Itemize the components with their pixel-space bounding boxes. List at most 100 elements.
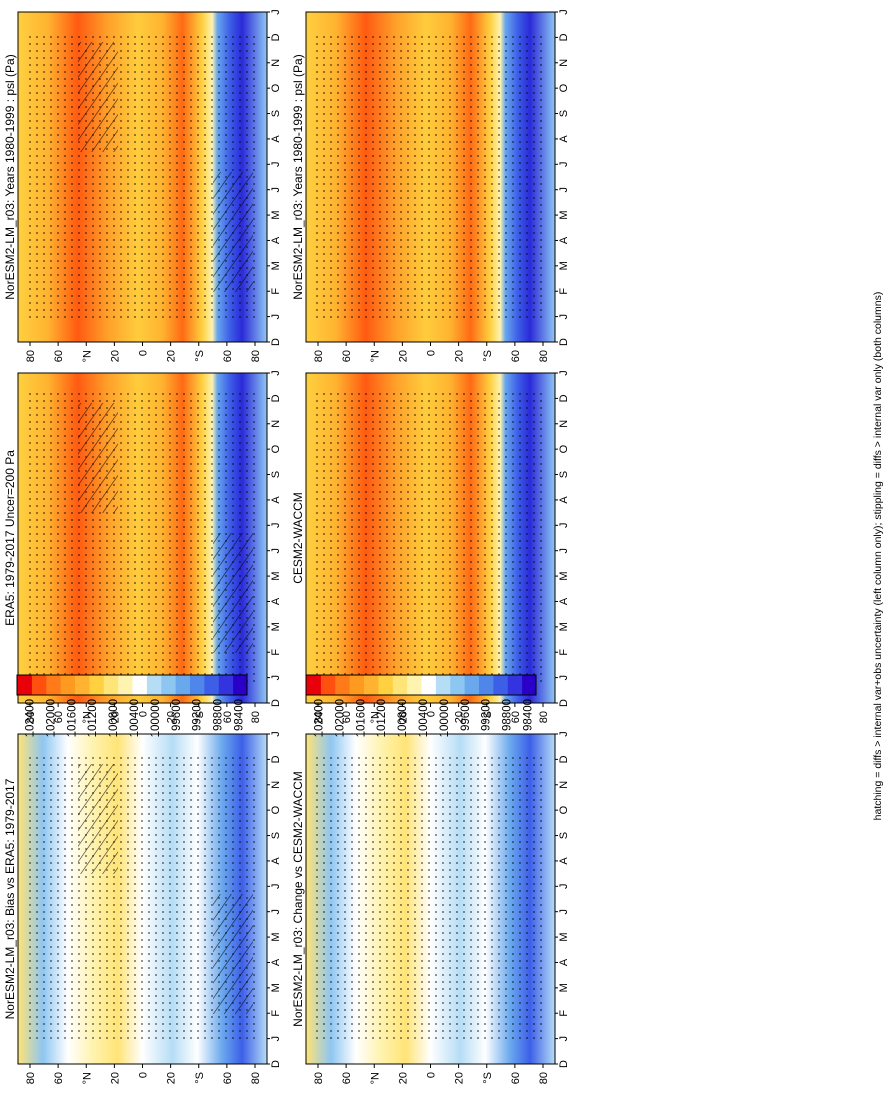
month-tick-label: D	[558, 394, 570, 402]
lat-tick-label: 60	[341, 350, 353, 362]
colorbar-frame	[305, 674, 537, 696]
colorbar-left-top: 102400 102000 101600 101200 100800 100400 1000…	[16, 674, 248, 737]
month-tick-label: J	[558, 884, 570, 890]
colorbar-swatch	[449, 675, 465, 695]
panel-title-middle-right: CESM2-WACCM	[291, 492, 305, 584]
colorbar-tick-label: 99200	[481, 699, 493, 731]
month-tick-label: A	[270, 857, 282, 865]
month-tick-label: D	[270, 338, 282, 346]
month-tick-label: J	[270, 162, 282, 168]
panel-title-top-left: NorESM2-LM_r03: Years 1980-1999 : psl (P…	[3, 54, 17, 299]
hatching-b-middle-left	[213, 533, 253, 653]
colorbar-swatch	[320, 675, 336, 695]
lat-tick-label: 20	[454, 711, 466, 723]
month-tick-label: M	[270, 210, 282, 219]
colorbar-swatch	[132, 675, 147, 695]
colorbar-swatch	[146, 675, 162, 695]
lat-tick-label: 60	[510, 350, 522, 362]
hatching-b-top-left	[213, 172, 253, 292]
month-tick-label: A	[270, 236, 282, 244]
colorbar-swatch	[218, 675, 234, 695]
lat-tick-label: 60	[222, 711, 234, 723]
month-tick-label: A	[270, 135, 282, 143]
panel-title-top-right: NorESM2-LM_r03: Years 1980-1999 : psl (P…	[291, 54, 305, 299]
colorbar-tick-label: 99200	[192, 699, 204, 731]
colorbar-tick-label: 102400	[24, 699, 36, 737]
chart-panel-top-right: NorESM2-LM_r03: Years 1980-1999 : psl (P…	[291, 9, 570, 362]
lat-tick-label: 80	[250, 350, 262, 362]
footer-note: hatching = diffs > internal var+obs unce…	[872, 292, 884, 821]
colorbar-swatch	[74, 675, 90, 695]
lat-tick-label: 80	[538, 350, 550, 362]
month-tick-label: J	[270, 884, 282, 890]
month-tick-label: F	[270, 1010, 282, 1017]
month-tick-label: D	[270, 1060, 282, 1068]
lat-tick-label: 60	[222, 1072, 234, 1084]
lat-tick-label: 0	[426, 1072, 438, 1078]
lat-tick-label: °S	[482, 350, 494, 362]
month-tick-label: J	[558, 370, 570, 376]
colorbar-tick-label: 100400	[129, 699, 141, 737]
month-tick-label: D	[270, 394, 282, 402]
lat-tick-label: 80	[250, 1072, 262, 1084]
lat-tick-label: 60	[341, 711, 353, 723]
colorbar-tick-label: 100800	[108, 699, 120, 737]
month-tick-label: F	[558, 1010, 570, 1017]
colorbar-swatch	[521, 675, 537, 695]
lat-tick-label: °N	[81, 711, 93, 723]
month-tick-label: M	[558, 983, 570, 992]
month-tick-label: J	[270, 675, 282, 681]
lat-tick-label: °N	[369, 350, 381, 362]
month-tick-label: N	[558, 59, 570, 67]
lat-tick-label: °S	[482, 1072, 494, 1084]
colorbar-swatch	[377, 675, 393, 695]
colorbar-swatch	[478, 675, 494, 695]
colorbar-tick-label: 101600	[66, 699, 78, 737]
lat-tick-label: 0	[138, 1072, 150, 1078]
month-tick-label: A	[558, 857, 570, 865]
month-tick-label: M	[270, 261, 282, 270]
chart-panel-bottom-left: NorESM2-LM_r03: Bias vs ERA5: 1979-2017 8…	[3, 731, 282, 1084]
month-tick-label: A	[270, 496, 282, 504]
colorbar-tick-label: 101200	[87, 699, 99, 737]
lat-tick-label: 80	[538, 1072, 550, 1084]
colorbar-tick-label: 101600	[355, 699, 367, 737]
colorbar-tick-label: 99600	[460, 699, 472, 731]
month-tick-label: J	[558, 675, 570, 681]
month-tick-label: N	[270, 781, 282, 789]
hatching-b-bottom-left	[213, 894, 253, 1014]
lat-tick-label: 60	[510, 711, 522, 723]
month-tick-label: J	[558, 523, 570, 529]
month-tick-label: M	[558, 622, 570, 631]
colorbar-swatch	[103, 675, 119, 695]
chart-panel-top-left: NorESM2-LM_r03: Years 1980-1999 : psl (P…	[3, 9, 282, 362]
month-tick-label: M	[558, 932, 570, 941]
stippling-bottom-right	[316, 754, 545, 1044]
lat-tick-label: 20	[397, 1072, 409, 1084]
month-tick-label: O	[270, 444, 282, 453]
month-tick-label: A	[270, 597, 282, 605]
hatching-a-middle-left	[78, 403, 118, 513]
month-tick-label: A	[270, 958, 282, 966]
month-tick-label: O	[270, 83, 282, 92]
lat-tick-label: °N	[81, 1072, 93, 1084]
colorbar-swatch	[363, 675, 379, 695]
lat-tick-label: °S	[194, 1072, 206, 1084]
lat-tick-label: 80	[250, 711, 262, 723]
lat-tick-label: °S	[194, 711, 206, 723]
month-tick-label: F	[270, 649, 282, 656]
lat-tick-label: 20	[109, 350, 121, 362]
month-tick-label: A	[558, 236, 570, 244]
colorbar-swatch	[60, 675, 75, 695]
colorbar-swatch	[306, 675, 321, 695]
chart-panel-bottom-right: NorESM2-LM_r03: Change vs CESM2-WACCM 80 6…	[291, 731, 570, 1084]
month-tick-label: J	[558, 314, 570, 320]
month-tick-label: A	[558, 597, 570, 605]
lat-tick-label: 80	[25, 1072, 37, 1084]
lat-tick-label: 0	[426, 711, 438, 717]
chart-panel-middle-right: CESM2-WACCM 80 60 °N 20 0 20 °S 60 80 D J F M A M J J A S O N…	[291, 370, 570, 723]
month-tick-label: D	[558, 33, 570, 41]
lat-tick-label: °N	[81, 350, 93, 362]
hatching-a-bottom-left	[78, 764, 118, 874]
month-tick-label: M	[558, 261, 570, 270]
